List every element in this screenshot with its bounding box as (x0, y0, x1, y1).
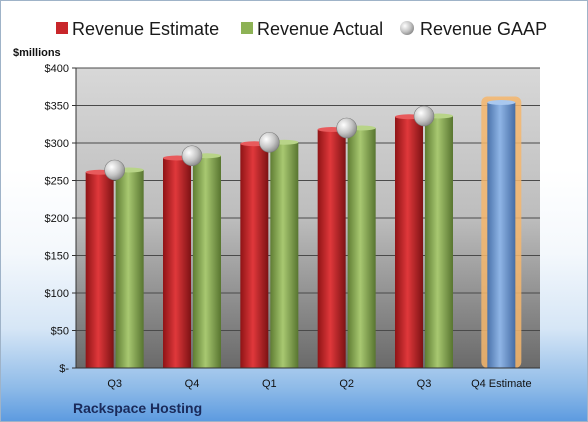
y-tick-label: $300 (45, 138, 69, 150)
bar-cap-q4-estimate (487, 100, 516, 105)
y-axis: $- $50 $100 $150 $200 $250 $300 $350 $400 (45, 63, 77, 375)
marker-revenue-gaap (336, 117, 357, 139)
company-name: Rackspace Hosting (73, 400, 202, 416)
unit-label: $millions (13, 47, 61, 59)
legend-item-estimate: Revenue Estimate (56, 19, 219, 39)
y-tick-label: $100 (45, 288, 69, 300)
bar-revenue-estimate (317, 129, 346, 368)
legend-swatch-actual (241, 22, 253, 34)
bars (85, 96, 522, 368)
y-tick-label: $400 (45, 63, 69, 75)
bar-revenue-estimate (395, 116, 423, 368)
x-axis: Q3 Q4 Q1 Q2 Q3 Q4 Estimate (76, 367, 540, 390)
legend-swatch-gaap (400, 21, 414, 35)
bar-revenue-estimate (240, 143, 269, 368)
legend-item-actual: Revenue Actual (241, 19, 383, 39)
gaap-markers (104, 105, 435, 181)
legend-item-gaap: Revenue GAAP (400, 19, 547, 39)
x-tick-label: Q2 (339, 378, 354, 390)
x-tick-label: Q3 (417, 378, 432, 390)
bar-q4-estimate (487, 102, 516, 368)
bar-revenue-actual (347, 128, 376, 368)
y-tick-label: $200 (45, 213, 69, 225)
marker-revenue-gaap (104, 159, 125, 181)
legend: Revenue Estimate Revenue Actual Revenue … (56, 19, 547, 39)
bar-revenue-estimate (163, 158, 191, 368)
y-tick-label: $250 (45, 176, 69, 188)
bar-revenue-actual (193, 155, 221, 368)
bar-revenue-actual (115, 170, 144, 368)
bar-revenue-actual (425, 116, 453, 368)
bar-revenue-actual (270, 142, 299, 368)
y-tick-label: $350 (45, 101, 69, 113)
bar-revenue-estimate (85, 172, 114, 368)
legend-label-gaap: Revenue GAAP (420, 19, 547, 39)
x-tick-label: Q3 (107, 378, 122, 390)
legend-swatch-estimate (56, 22, 68, 34)
legend-label-estimate: Revenue Estimate (72, 19, 219, 39)
y-tick-label: $50 (51, 326, 69, 338)
y-tick-label: $- (59, 363, 69, 375)
x-tick-label: Q4 Estimate (471, 378, 532, 390)
marker-revenue-gaap (181, 145, 203, 167)
legend-label-actual: Revenue Actual (257, 19, 383, 39)
x-tick-label: Q4 (185, 378, 200, 390)
y-tick-label: $150 (45, 251, 69, 263)
x-tick-label: Q1 (262, 378, 277, 390)
marker-revenue-gaap (259, 131, 280, 153)
marker-revenue-gaap (413, 105, 435, 127)
